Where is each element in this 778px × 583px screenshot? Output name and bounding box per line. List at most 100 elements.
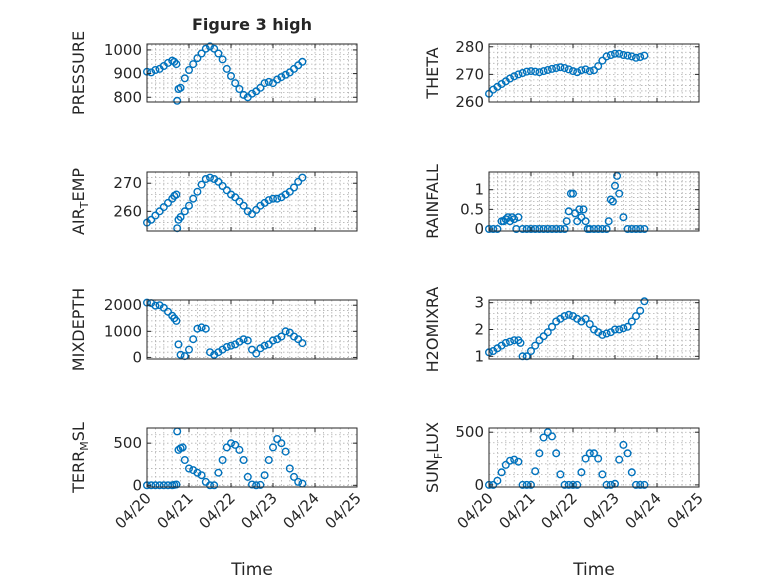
y-tick-label: 900 (113, 65, 142, 83)
data-point (598, 56, 607, 65)
data-point (298, 479, 307, 488)
x-tick-label: 04/20 (112, 489, 155, 532)
data-point (577, 213, 586, 222)
y-tick-label: 280 (455, 38, 484, 56)
y-tick-label: 0.5 (460, 200, 484, 218)
y-tick-label: 2 (474, 321, 484, 339)
data-point (619, 213, 628, 222)
data-point (552, 449, 561, 458)
data-point (273, 194, 282, 203)
data-point (294, 335, 303, 344)
data-point (201, 174, 210, 183)
data-point (218, 456, 227, 465)
data-point (594, 62, 603, 71)
data-point (260, 341, 269, 350)
data-point (531, 341, 540, 350)
data-point (602, 329, 611, 338)
x-tick-label: 04/21 (496, 489, 539, 532)
data-point (174, 340, 183, 349)
data-point (247, 480, 256, 489)
y-tick-label: 260 (113, 202, 142, 220)
x-axis-label-right: Time (572, 560, 615, 580)
data-point (277, 439, 286, 448)
axes-box (146, 43, 358, 103)
data-point (640, 297, 649, 306)
data-point (514, 213, 523, 222)
data-point (619, 51, 628, 60)
data-point (231, 193, 240, 202)
data-point (210, 481, 219, 490)
data-point (636, 53, 645, 62)
data-point (239, 335, 248, 344)
y-tick-label: 2000 (104, 296, 142, 314)
data-point (615, 325, 624, 334)
data-point (189, 335, 198, 344)
data-point (518, 224, 527, 233)
data-point (611, 49, 620, 58)
data-point (197, 323, 206, 332)
data-point (277, 332, 286, 341)
axes-box (146, 171, 358, 232)
data-point (522, 224, 531, 233)
data-point (151, 65, 160, 74)
data-point (173, 96, 182, 105)
data-point (281, 447, 290, 456)
data-point (151, 481, 160, 490)
data-point (594, 224, 603, 233)
data-point (285, 464, 294, 473)
subplot-mixdepth: 0 1000 2000 MIXDEPTH (69, 288, 358, 371)
figure-title: Figure 3 high (192, 15, 312, 34)
data-point (226, 439, 235, 448)
data-point (522, 67, 531, 76)
data-point (226, 71, 235, 80)
data-point (636, 224, 645, 233)
data-point (611, 325, 620, 334)
data-point (590, 66, 599, 75)
y-tick-label: 1000 (104, 322, 142, 340)
x-tick-label: 04/24 (622, 489, 665, 532)
data-point (210, 44, 219, 53)
data-point (222, 343, 231, 352)
data-point (548, 322, 557, 331)
x-tick-label: 04/25 (664, 489, 707, 532)
data-point (543, 428, 552, 437)
data-point (560, 312, 569, 321)
data-point (602, 224, 611, 233)
data-point (163, 307, 172, 316)
data-point (585, 320, 594, 329)
data-point (539, 433, 548, 442)
y-tick-label: 500 (113, 434, 142, 452)
data-point (602, 52, 611, 61)
data-point (510, 215, 519, 224)
subplot-pressure: 800 900 1000 PRESSURE (69, 31, 358, 115)
data-point (218, 55, 227, 64)
x-tick-label: 04/21 (154, 489, 197, 532)
data-point (264, 196, 273, 205)
data-point (606, 51, 615, 60)
data-point (552, 63, 561, 72)
data-point (590, 449, 599, 458)
data-point (294, 177, 303, 186)
data-point (176, 212, 185, 221)
data-point (159, 303, 168, 312)
data-point (214, 177, 223, 186)
y-tick-label: 1 (474, 181, 484, 199)
data-point (239, 201, 248, 210)
data-point (615, 49, 624, 58)
data-point (539, 224, 548, 233)
data-point (222, 64, 231, 73)
data-point (235, 445, 244, 454)
data-point (205, 42, 214, 51)
data-point (560, 224, 569, 233)
data-point (564, 310, 573, 319)
axes-box (488, 427, 700, 488)
data-point (573, 68, 582, 77)
subplot-h2omixra: 1 2 3 H2OMIXRA (423, 287, 700, 372)
data-point (197, 49, 206, 58)
x-tick-label: 04/24 (280, 489, 323, 532)
data-point (235, 84, 244, 93)
data-point (556, 470, 565, 479)
data-point (197, 180, 206, 189)
data-point (585, 224, 594, 233)
data-point (632, 224, 641, 233)
